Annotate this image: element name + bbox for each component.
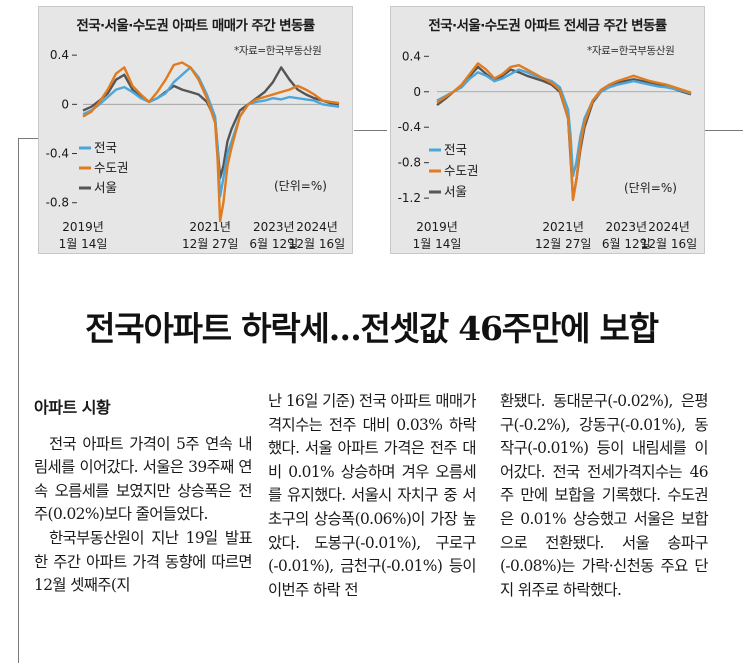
- x-tick-date: 12월 27일: [535, 237, 591, 251]
- paragraph: 전국 아파트 가격이 5주 연속 내림세를 이어갔다. 서울은 39주째 연속 …: [34, 434, 253, 524]
- y-tick-label: 0.4: [50, 48, 69, 62]
- x-tick-year: 2023년: [253, 220, 295, 234]
- legend-label: 서울: [444, 184, 467, 199]
- jeonse-price-chart-svg: 0.4 0 -0.4 -0.8 -1.2 2019년 1월 14일 2021년 12월 27일 2…: [398, 49, 698, 251]
- x-tick-year: 2021년: [542, 220, 584, 234]
- article-column-1: 아파트 시황 전국 아파트 가격이 5주 연속 내림세를 이어갔다. 서울은 3…: [34, 390, 253, 598]
- jeonse-price-chart: 전국·서울·수도권 아파트 전세금 주간 변동률 *자료=한국부동산원 (단위=…: [390, 6, 705, 254]
- chart-unit: (단위=%): [624, 181, 677, 195]
- x-tick-date: 12월 27일: [182, 237, 238, 251]
- section-heading: 아파트 시황: [34, 398, 111, 417]
- paragraph: 환됐다. 동대문구(-0.02%), 은평구(-0.2%), 강동구(-0.01…: [500, 392, 709, 599]
- y-tick-label: -1.2: [398, 191, 421, 205]
- legend-label: 전국: [444, 142, 467, 157]
- article-column-3: 환됐다. 동대문구(-0.02%), 은평구(-0.2%), 강동구(-0.01…: [500, 390, 709, 602]
- x-tick-date: 1월 14일: [59, 237, 108, 251]
- series-line-capital-area: [82, 61, 340, 223]
- y-tick-label: -0.4: [398, 120, 421, 134]
- chart-title: 전국·서울·수도권 아파트 매매가 주간 변동률: [76, 18, 315, 34]
- article-column-2: 난 16일 기준) 전국 아파트 매매가격지수는 전주 대비 0.03% 하락했…: [268, 390, 477, 602]
- paragraph: 난 16일 기준) 전국 아파트 매매가격지수는 전주 대비 0.03% 하락했…: [268, 392, 477, 599]
- x-tick-year: 2019년: [62, 220, 104, 234]
- x-tick-year: 2023년: [605, 220, 647, 234]
- x-tick-year: 2019년: [416, 220, 458, 234]
- x-tick-date: 6월 12일: [602, 237, 651, 251]
- x-tick-year: 2024년: [648, 220, 690, 234]
- y-tick-label: -0.8: [398, 156, 421, 170]
- chart-title: 전국·서울·수도권 아파트 전세금 주간 변동률: [428, 18, 667, 34]
- paragraph: 한국부동산원이 지난 19일 발표한 주간 아파트 가격 동향에 따르면 12월…: [34, 528, 253, 595]
- x-tick-date: 12월 16일: [289, 237, 345, 251]
- y-tick-label: 0: [61, 97, 69, 111]
- chart-source: *자료=한국부동산원: [587, 45, 675, 57]
- legend-label: 수도권: [444, 163, 479, 178]
- series-line-national: [436, 68, 692, 178]
- legend-label: 수도권: [94, 160, 129, 175]
- y-tick-label: -0.4: [46, 147, 69, 161]
- x-tick-date: 6월 12일: [249, 237, 298, 251]
- x-tick-date: 12월 16일: [641, 237, 697, 251]
- series-line-seoul: [436, 65, 692, 200]
- frame-line-left: [18, 138, 19, 663]
- headline: 전국아파트 하락세…전셋값 46주만에 보합: [85, 309, 659, 348]
- frame-line-left-top: [18, 138, 38, 139]
- series-line-capital-area: [436, 62, 692, 202]
- y-tick-label: -0.8: [46, 196, 69, 210]
- legend-label: 서울: [94, 180, 117, 195]
- sale-price-chart-svg: 0.4 0 -0.4 -0.8 2019년 1월 14일 2021년 12월 27일 2023년…: [46, 48, 346, 251]
- x-tick-year: 2021년: [189, 220, 231, 234]
- y-tick-label: 0.4: [402, 49, 421, 63]
- x-tick-year: 2024년: [296, 220, 338, 234]
- y-tick-label: 0: [413, 85, 421, 99]
- chart-source: *자료=한국부동산원: [234, 45, 322, 57]
- chart-unit: (단위=%): [274, 179, 327, 193]
- legend-label: 전국: [94, 140, 117, 155]
- x-tick-date: 1월 14일: [413, 237, 462, 251]
- sale-price-chart: 전국·서울·수도권 아파트 매매가 주간 변동률 *자료=한국부동산원 (단위=…: [38, 6, 353, 254]
- frame-line-right-top: [705, 130, 743, 131]
- frame-line-mid-top: [354, 130, 387, 131]
